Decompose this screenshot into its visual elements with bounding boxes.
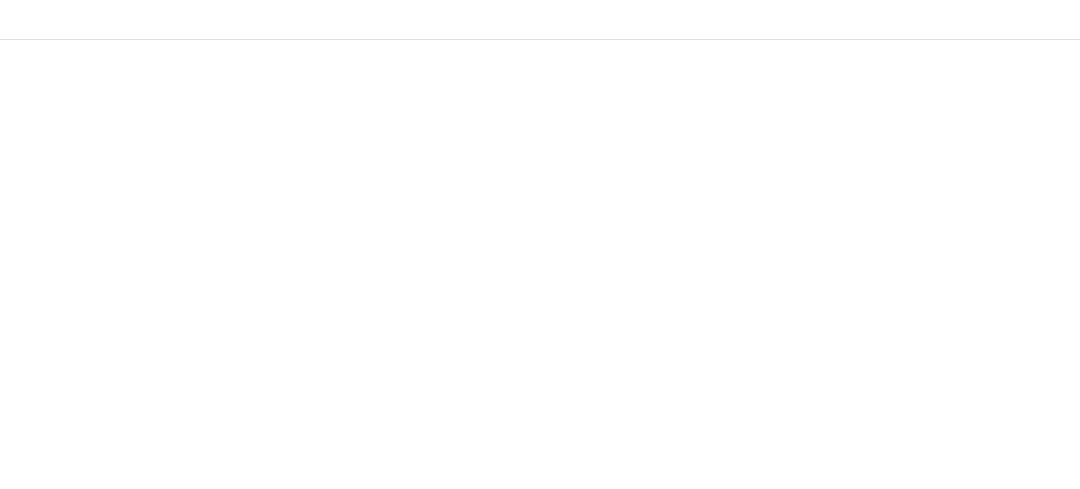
main-content	[0, 40, 1080, 489]
header	[0, 0, 1080, 40]
